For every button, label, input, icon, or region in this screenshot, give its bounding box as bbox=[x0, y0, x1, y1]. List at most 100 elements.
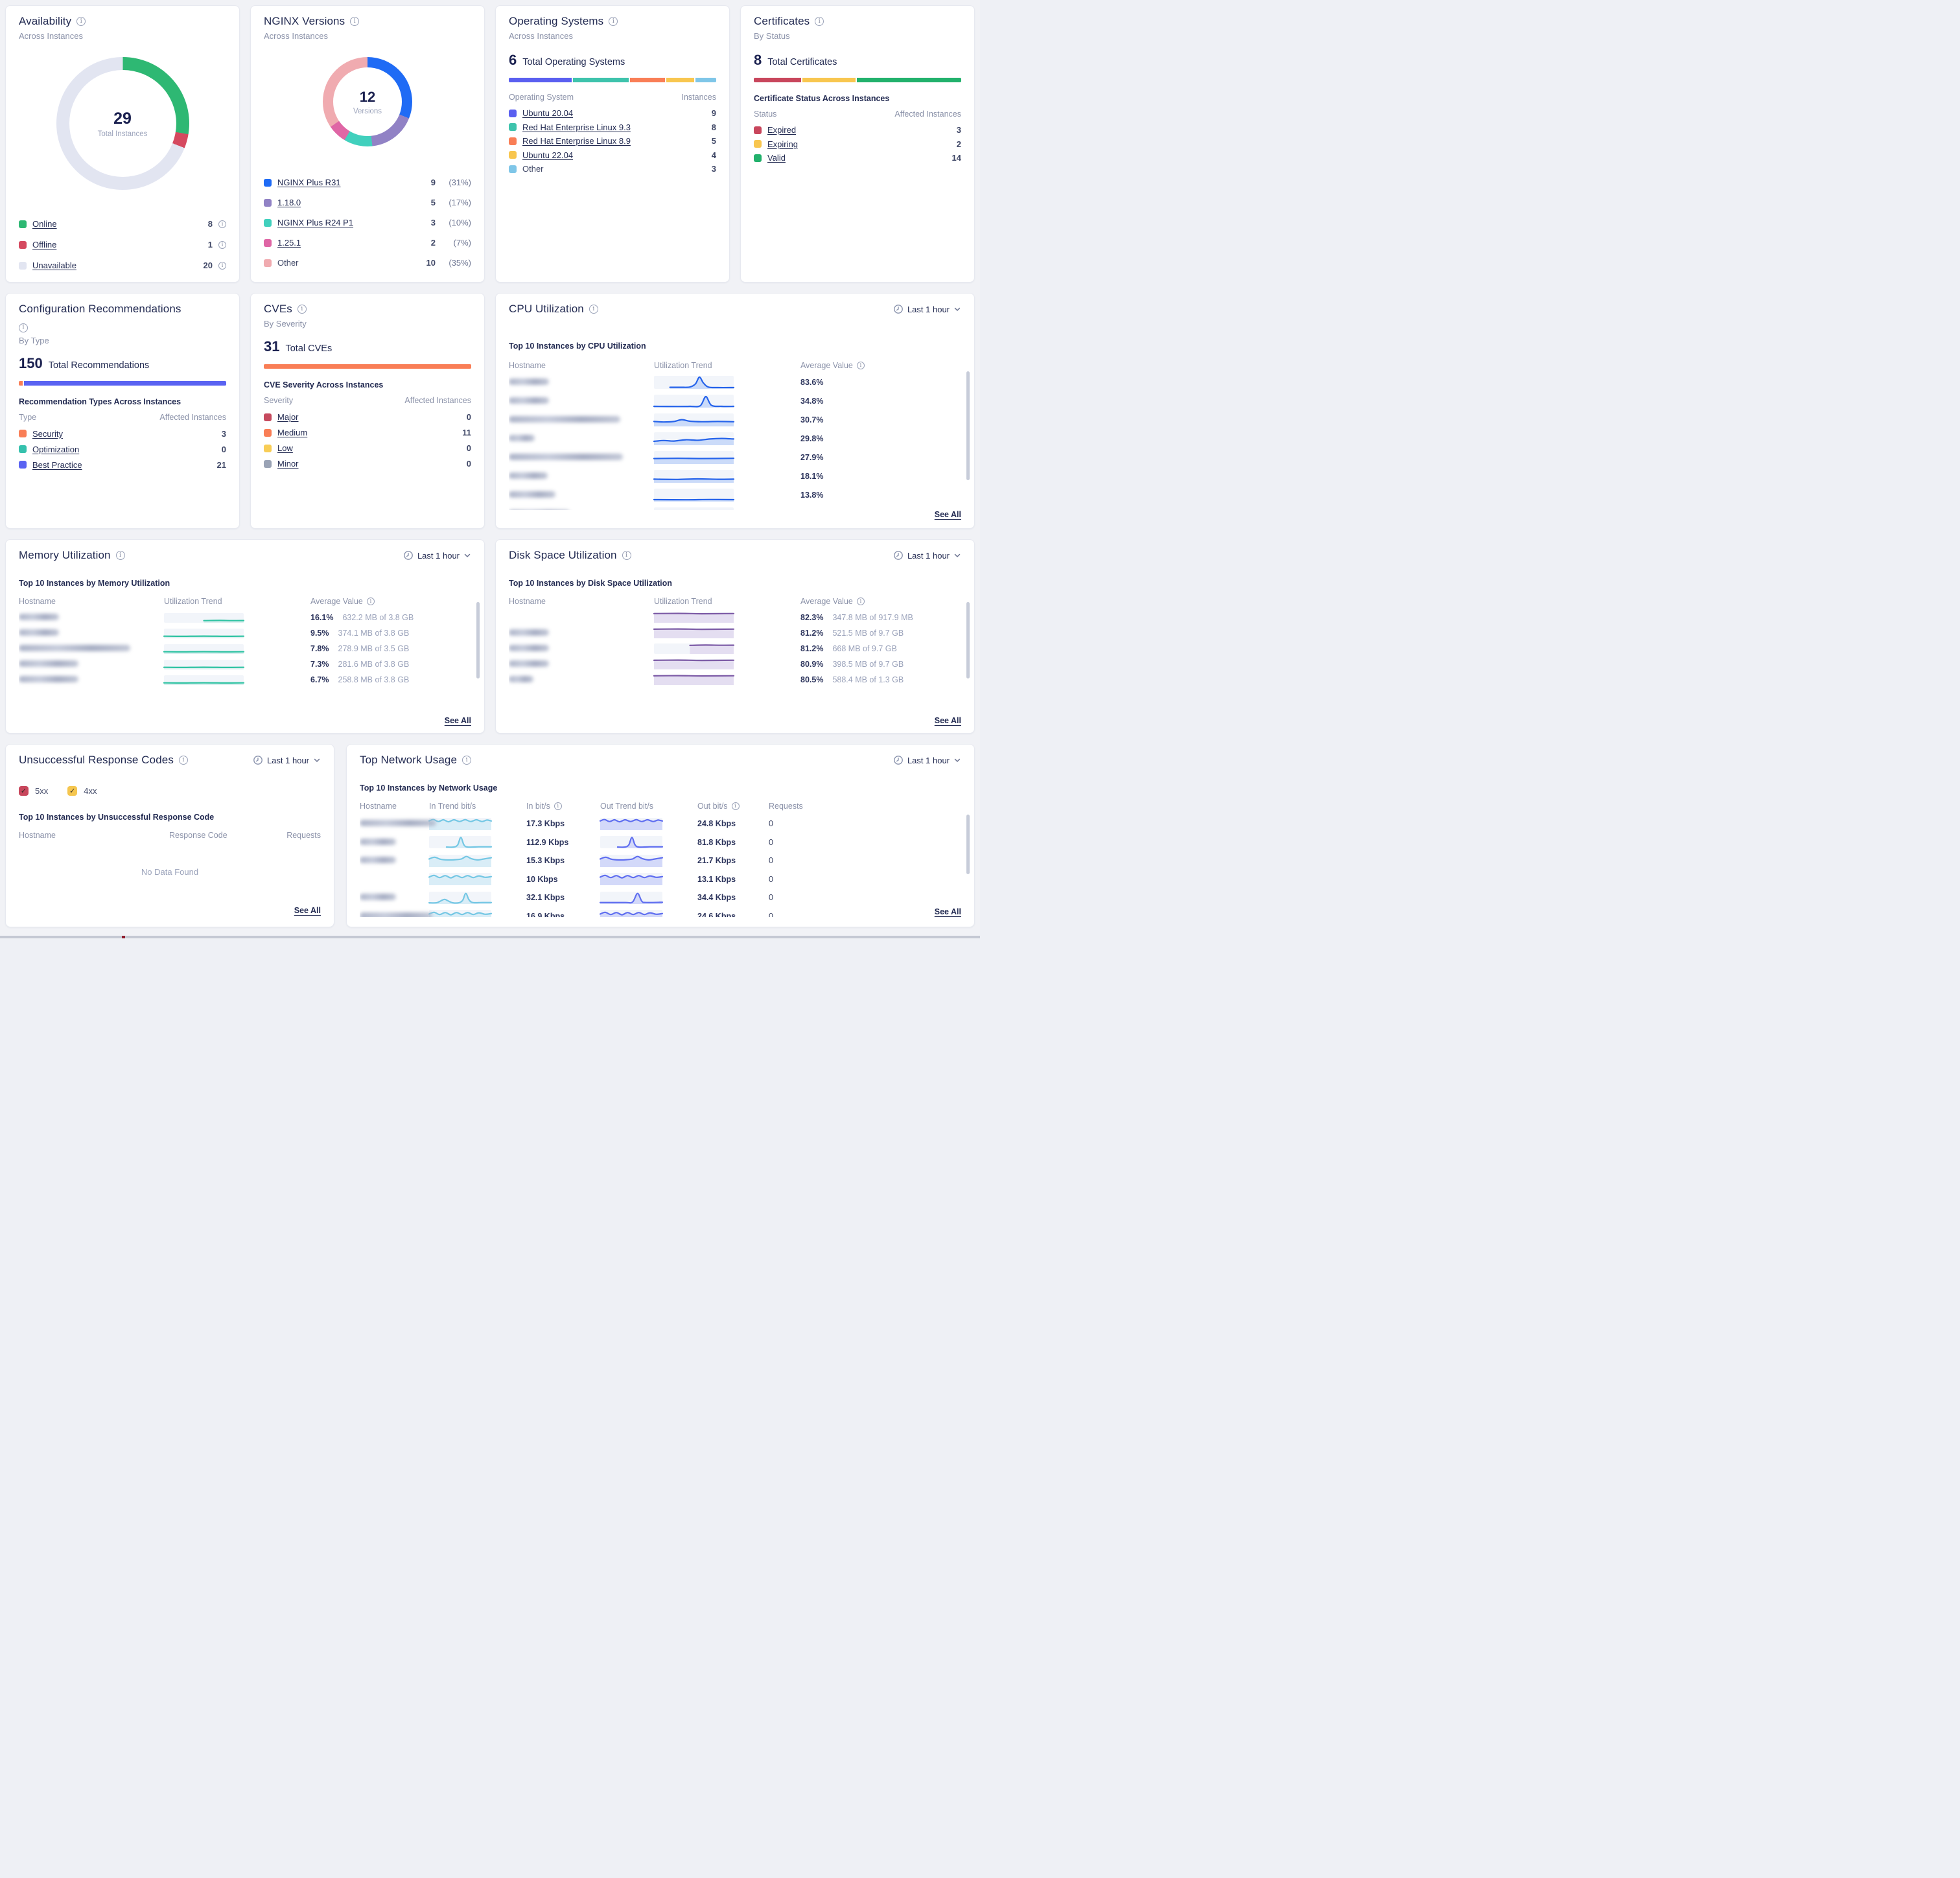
time-range-select[interactable]: Last 1 hour bbox=[893, 304, 961, 314]
blurred-hostname[interactable] bbox=[509, 378, 549, 385]
vertical-scrollbar[interactable] bbox=[966, 815, 970, 874]
horizontal-scrollbar[interactable] bbox=[0, 936, 980, 938]
see-all-link[interactable]: See All bbox=[934, 907, 961, 916]
info-icon[interactable] bbox=[218, 261, 226, 270]
legend-item: Other 10 (35%) bbox=[264, 258, 471, 268]
in-bits-value: 10 Kbps bbox=[526, 874, 558, 884]
info-icon[interactable] bbox=[218, 240, 226, 249]
legend-item: Offline 1 bbox=[19, 240, 226, 249]
blurred-hostname[interactable] bbox=[19, 614, 59, 620]
legend-label-link[interactable]: Best Practice bbox=[32, 459, 82, 470]
section-title: CVE Severity Across Instances bbox=[264, 380, 384, 389]
time-range-select[interactable]: Last 1 hour bbox=[893, 755, 961, 765]
time-range-select[interactable]: Last 1 hour bbox=[253, 755, 321, 765]
legend-label-link[interactable]: NGINX Plus R31 bbox=[277, 178, 341, 187]
blurred-hostname[interactable] bbox=[509, 472, 548, 479]
legend-label-link[interactable]: Minor bbox=[277, 459, 299, 469]
legend-label-link[interactable]: Ubuntu 20.04 bbox=[522, 108, 574, 118]
vertical-scrollbar[interactable] bbox=[966, 371, 970, 480]
col-header: In Trend bit/s bbox=[429, 802, 476, 811]
blurred-hostname[interactable] bbox=[19, 645, 130, 651]
blurred-hostname[interactable] bbox=[360, 894, 396, 901]
checkbox-5xx[interactable] bbox=[19, 786, 29, 796]
blurred-hostname[interactable] bbox=[19, 676, 78, 682]
legend-label-link[interactable]: Online bbox=[32, 219, 57, 229]
info-icon[interactable] bbox=[76, 17, 86, 26]
blurred-hostname[interactable] bbox=[360, 820, 436, 827]
legend-label-link[interactable]: Low bbox=[277, 443, 293, 453]
info-icon[interactable] bbox=[218, 220, 226, 228]
average-value: 34.8% bbox=[800, 396, 824, 406]
legend-label-link[interactable]: Optimization bbox=[32, 444, 80, 454]
info-icon[interactable] bbox=[178, 756, 188, 765]
info-icon[interactable] bbox=[731, 802, 740, 810]
time-range-select[interactable]: Last 1 hour bbox=[893, 550, 961, 561]
see-all-link[interactable]: See All bbox=[934, 716, 961, 725]
info-icon[interactable] bbox=[115, 551, 125, 560]
see-all-link[interactable]: See All bbox=[934, 510, 961, 519]
legend-label-link[interactable]: Unavailable bbox=[32, 261, 76, 270]
info-icon[interactable] bbox=[622, 551, 631, 560]
vertical-scrollbar[interactable] bbox=[476, 602, 480, 678]
info-icon[interactable] bbox=[554, 802, 562, 810]
blurred-hostname[interactable] bbox=[509, 415, 620, 423]
blurred-hostname[interactable] bbox=[509, 660, 549, 667]
time-range-select[interactable]: Last 1 hour bbox=[403, 550, 471, 561]
info-icon[interactable] bbox=[297, 305, 307, 314]
blurred-hostname[interactable] bbox=[509, 629, 549, 636]
legend-label-link[interactable]: Valid bbox=[767, 153, 786, 163]
table-row: 83.6% bbox=[509, 373, 961, 391]
table-row: 7.3% 281.6 MB of 3.8 GB bbox=[19, 656, 471, 672]
total-os-value: 6 bbox=[509, 52, 517, 68]
legend-label-link[interactable]: Medium bbox=[277, 428, 308, 437]
legend-label-link[interactable]: Expiring bbox=[767, 139, 798, 149]
legend-label-link[interactable]: Major bbox=[277, 412, 299, 422]
chevron-down-icon bbox=[954, 307, 961, 312]
blurred-hostname[interactable] bbox=[509, 397, 549, 404]
see-all-link[interactable]: See All bbox=[444, 716, 471, 725]
time-range-label: Last 1 hour bbox=[907, 304, 950, 314]
info-icon[interactable] bbox=[366, 597, 375, 605]
info-icon[interactable] bbox=[19, 323, 28, 332]
blurred-hostname[interactable] bbox=[360, 857, 396, 864]
info-icon[interactable] bbox=[856, 597, 865, 605]
legend-label-link[interactable]: Security bbox=[32, 428, 63, 439]
legend-item: Security 3 bbox=[19, 429, 226, 439]
legend-label-link[interactable]: Red Hat Enterprise Linux 9.3 bbox=[522, 122, 631, 132]
info-icon[interactable] bbox=[589, 305, 598, 314]
table-row: 10 Kbps 13.1 Kbps 0 bbox=[360, 870, 961, 889]
col-header: Requests bbox=[286, 831, 321, 840]
legend-value: 0 bbox=[221, 444, 226, 454]
average-value: 80.5% bbox=[800, 675, 824, 684]
info-icon[interactable] bbox=[815, 17, 824, 26]
legend-label-link[interactable]: Ubuntu 22.04 bbox=[522, 150, 574, 160]
average-value: 10.8% bbox=[800, 509, 823, 511]
blurred-hostname[interactable] bbox=[509, 434, 535, 441]
info-icon[interactable] bbox=[609, 17, 618, 26]
blurred-hostname[interactable] bbox=[360, 838, 396, 845]
legend-label-link[interactable]: Offline bbox=[32, 240, 57, 249]
blurred-hostname[interactable] bbox=[19, 660, 78, 667]
blurred-hostname[interactable] bbox=[509, 645, 549, 651]
info-icon[interactable] bbox=[350, 17, 360, 26]
blurred-hostname[interactable] bbox=[19, 629, 59, 636]
blurred-hostname[interactable] bbox=[360, 912, 432, 917]
checkbox-4xx[interactable] bbox=[67, 786, 78, 796]
legend-label-link[interactable]: Red Hat Enterprise Linux 8.9 bbox=[522, 136, 631, 146]
info-icon[interactable] bbox=[462, 756, 472, 765]
info-icon[interactable] bbox=[856, 362, 865, 369]
legend-label-link[interactable]: 1.18.0 bbox=[277, 198, 301, 207]
out-trend-sparkline bbox=[599, 873, 664, 886]
blurred-hostname[interactable] bbox=[509, 453, 623, 460]
blurred-hostname[interactable] bbox=[509, 491, 555, 498]
legend-label-link[interactable]: Expired bbox=[767, 125, 797, 135]
table-row: 81.2% 521.5 MB of 9.7 GB bbox=[509, 625, 961, 641]
legend-swatch bbox=[509, 165, 517, 173]
blurred-hostname[interactable] bbox=[509, 676, 533, 682]
blurred-hostname[interactable] bbox=[509, 509, 570, 510]
card-subtitle: Across Instances bbox=[509, 31, 573, 41]
vertical-scrollbar[interactable] bbox=[966, 602, 970, 678]
legend-label-link[interactable]: NGINX Plus R24 P1 bbox=[277, 218, 354, 227]
see-all-link[interactable]: See All bbox=[294, 906, 321, 915]
legend-label-link[interactable]: 1.25.1 bbox=[277, 238, 301, 248]
